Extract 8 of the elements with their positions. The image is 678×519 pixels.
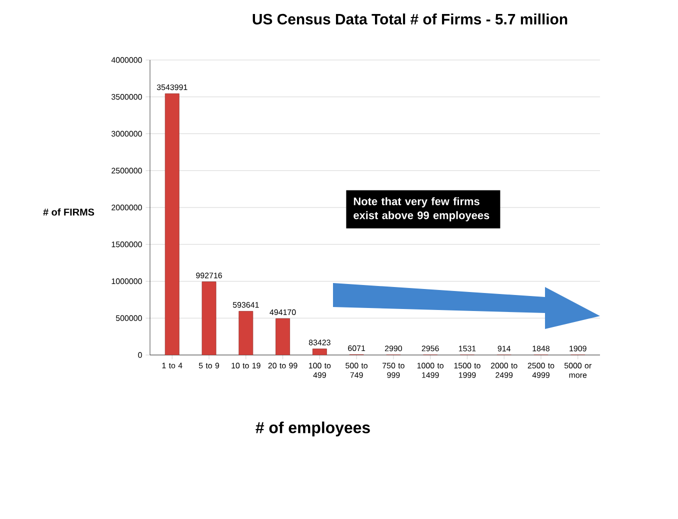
x-axis-title: # of employees (256, 422, 370, 436)
bar (202, 282, 216, 355)
bar (276, 318, 290, 355)
annotation: Note that very few firms exist above 99 employees (354, 197, 490, 222)
bar (164, 93, 180, 355)
bar (238, 311, 254, 355)
chart-title: US Census Data Total # of Firms - 5.7 million (252, 14, 568, 24)
y-axis-title: # of FIRMS (43, 208, 94, 216)
